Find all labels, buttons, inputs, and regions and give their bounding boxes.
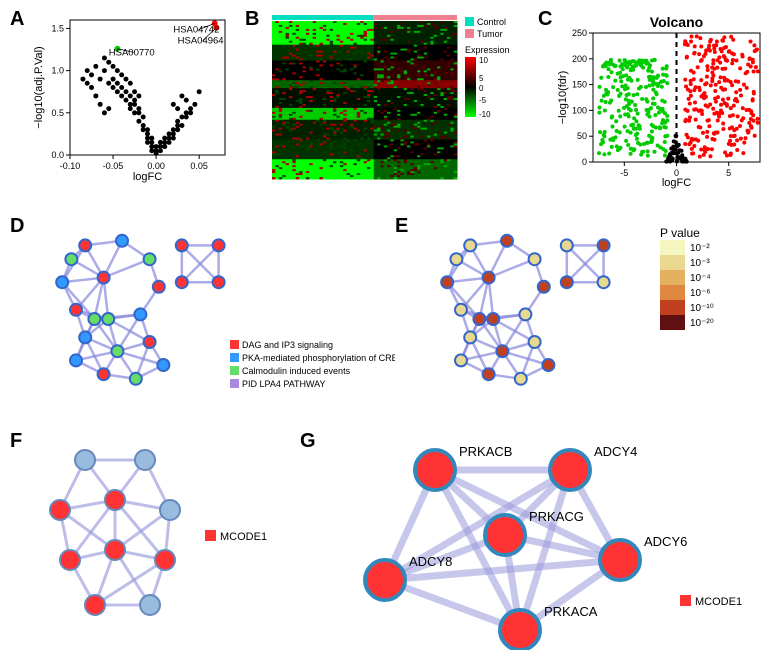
- svg-text:100: 100: [572, 105, 587, 115]
- svg-text:0: 0: [479, 84, 484, 93]
- svg-text:250: 250: [572, 28, 587, 38]
- svg-text:150: 150: [572, 80, 587, 90]
- panel-g-label: G: [300, 430, 316, 453]
- svg-text:0: 0: [582, 157, 587, 167]
- panel-c-label: C: [538, 8, 552, 31]
- panel-e-label: E: [395, 215, 408, 238]
- panel-a-label: A: [10, 8, 24, 31]
- svg-text:-0.05: -0.05: [103, 161, 124, 171]
- svg-text:HSA04964: HSA04964: [178, 36, 224, 47]
- svg-text:50: 50: [577, 131, 587, 141]
- svg-text:-5: -5: [479, 96, 487, 105]
- svg-text:−log10(fdr): −log10(fdr): [557, 71, 569, 125]
- svg-text:-10: -10: [479, 110, 491, 119]
- svg-text:Volcano: Volcano: [650, 15, 703, 30]
- svg-text:200: 200: [572, 54, 587, 64]
- svg-text:HSA04742: HSA04742: [173, 25, 219, 36]
- svg-text:1.5: 1.5: [51, 23, 64, 33]
- svg-text:−log10(adj.P.Val): −log10(adj.P.Val): [33, 46, 45, 128]
- panel-e-network: P value10⁻²10⁻³10⁻⁴10⁻⁶10⁻¹⁰10⁻²⁰: [410, 225, 760, 405]
- panel-b-label: B: [245, 8, 259, 31]
- svg-text:0.0: 0.0: [51, 150, 64, 160]
- svg-text:-0.10: -0.10: [60, 161, 81, 171]
- svg-text:5: 5: [726, 168, 731, 178]
- svg-text:0.5: 0.5: [51, 108, 64, 118]
- panel-d-label: D: [10, 215, 24, 238]
- panel-f-network: MCODE1: [25, 440, 305, 650]
- svg-text:Expression: Expression: [465, 45, 510, 55]
- svg-text:HSA00770: HSA00770: [109, 47, 155, 58]
- svg-text:Tumor: Tumor: [477, 29, 503, 39]
- svg-text:10: 10: [479, 56, 488, 65]
- svg-text:logFC: logFC: [662, 177, 691, 189]
- panel-g-network: PRKACBADCY4PRKACGADCY8ADCY6PRKACAMCODE1: [320, 440, 760, 650]
- svg-text:0.05: 0.05: [190, 161, 208, 171]
- svg-text:-5: -5: [620, 168, 628, 178]
- panel-f-label: F: [10, 430, 22, 453]
- svg-text:Control: Control: [477, 17, 506, 27]
- panel-c-volcano: Volcano-505050100150200250logFC−log10(fd…: [555, 15, 765, 190]
- panel-a-chart: -0.10 -0.05 0.00 0.05 0.0 0.5 1.0 1.5 logFC −log1…: [30, 15, 230, 185]
- svg-text:5: 5: [479, 74, 484, 83]
- panel-d-network: DAG and IP3 signalingPKA-mediated phosph…: [25, 225, 395, 405]
- panel-b-heatmap: Control Tumor Expression10 50 -5 -10: [262, 15, 532, 185]
- svg-text:0.00: 0.00: [147, 161, 165, 171]
- svg-text:logFC: logFC: [133, 171, 162, 183]
- svg-text:1.0: 1.0: [51, 66, 64, 76]
